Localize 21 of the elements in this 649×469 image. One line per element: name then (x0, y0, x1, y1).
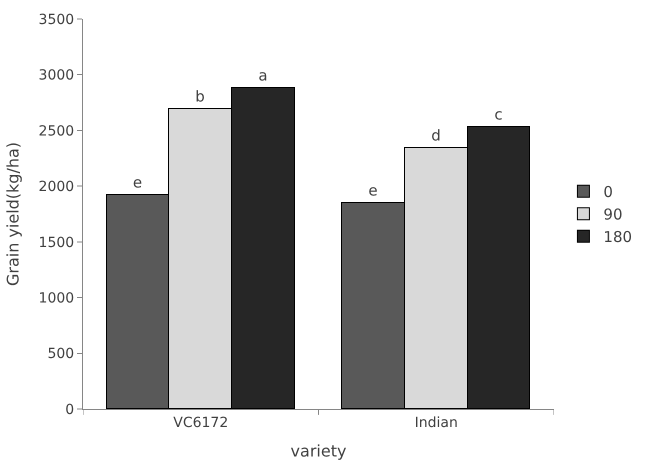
y-tick-label: 3500 (38, 12, 74, 28)
legend-label: 0 (603, 183, 613, 202)
y-tick-label: 0 (65, 402, 74, 418)
x-tick-label: Indian (414, 414, 458, 431)
y-tick-label: 3000 (38, 68, 74, 84)
y-tick-label: 2500 (38, 123, 74, 140)
y-axis-title: Grain yield(kg/ha) (3, 142, 22, 286)
y-tick-label: 500 (47, 346, 74, 362)
x-axis-title: variety (290, 442, 346, 460)
data-label: b (195, 88, 205, 106)
data-label: e (368, 182, 378, 200)
data-label: c (494, 106, 503, 124)
data-label: e (132, 174, 142, 192)
legend-label: 90 (603, 206, 623, 224)
x-tick-label: VC6172 (173, 414, 228, 431)
y-tick-label: 2000 (38, 179, 74, 196)
y-tick-label: 1500 (38, 234, 74, 251)
data-label: d (431, 126, 441, 144)
legend-label: 180 (603, 228, 632, 246)
data-label: a (258, 66, 268, 84)
y-tick-label: 1000 (38, 290, 74, 306)
